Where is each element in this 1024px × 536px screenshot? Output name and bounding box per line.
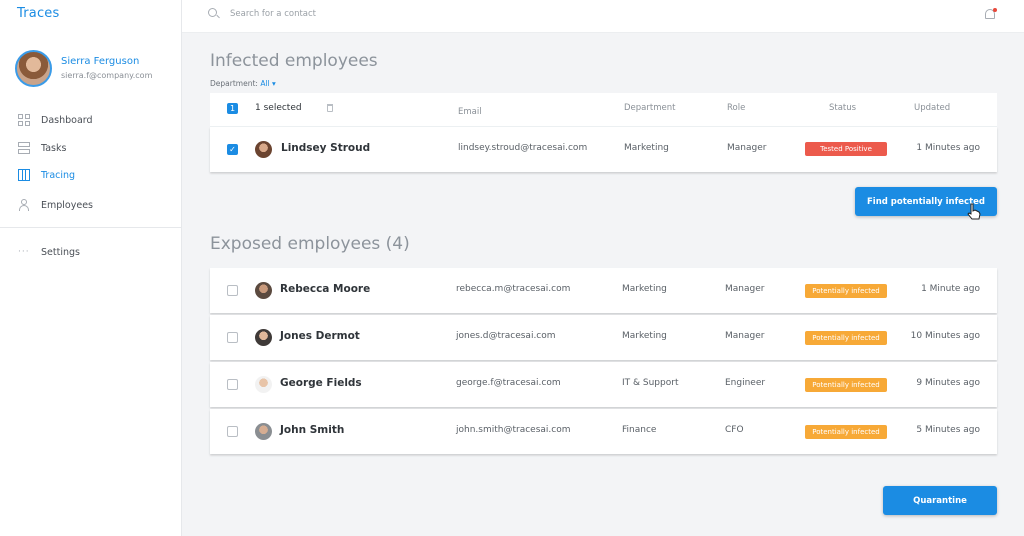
sidebar-item-employees[interactable]: Employees <box>18 196 93 214</box>
user-name: Sierra Ferguson <box>61 56 140 67</box>
employee-role: Engineer <box>725 378 766 388</box>
sidebar-item-label: Settings <box>41 246 80 258</box>
row-checkbox[interactable] <box>227 379 238 390</box>
employee-role: Manager <box>727 143 767 153</box>
sidebar-item-dashboard[interactable]: Dashboard <box>18 111 93 129</box>
infected-table-header: 1 1 selected Email Department Role Statu… <box>210 93 997 127</box>
sidebar-item-label: Tracing <box>41 169 76 181</box>
quarantine-button[interactable]: Quarantine <box>883 486 997 515</box>
department-filter-value[interactable]: All <box>260 79 270 88</box>
avatar <box>255 329 272 346</box>
status-badge: Tested Positive <box>805 142 887 156</box>
row-checkbox[interactable] <box>227 285 238 296</box>
user-email: sierra.f@company.com <box>61 71 153 80</box>
employee-name[interactable]: George Fields <box>280 377 362 389</box>
status-badge: Potentially infected <box>805 284 887 298</box>
exposed-section-title: Exposed employees (4) <box>210 234 410 254</box>
employee-email: john.smith@tracesai.com <box>456 425 571 435</box>
search-input[interactable] <box>230 7 530 21</box>
employee-role: Manager <box>725 331 765 341</box>
table-row[interactable]: ✓ Lindsey Stroud lindsey.stroud@tracesai… <box>210 127 997 172</box>
avatar <box>255 423 272 440</box>
status-badge: Potentially infected <box>805 378 887 392</box>
employees-icon <box>18 199 30 211</box>
search-icon <box>208 8 217 17</box>
updated-time: 10 Minutes ago <box>910 331 980 341</box>
status-badge: Potentially infected <box>805 425 887 439</box>
employee-email: jones.d@tracesai.com <box>456 331 556 341</box>
user-profile[interactable]: Sierra Ferguson sierra.f@company.com <box>15 50 180 90</box>
sidebar-item-label: Dashboard <box>41 114 93 126</box>
sidebar-item-label: Tasks <box>41 142 67 154</box>
selected-count: 1 selected <box>255 103 302 113</box>
row-checkbox[interactable]: ✓ <box>227 144 238 155</box>
table-row[interactable]: Jones Dermot jones.d@tracesai.com Market… <box>210 315 997 360</box>
trash-icon[interactable] <box>327 104 333 112</box>
sidebar-item-tracing[interactable]: Tracing <box>18 166 75 184</box>
table-row[interactable]: George Fields george.f@tracesai.com IT &… <box>210 362 997 407</box>
sidebar-item-label: Employees <box>41 199 93 211</box>
employee-name[interactable]: Rebecca Moore <box>280 283 371 295</box>
employee-department: Marketing <box>624 143 669 153</box>
updated-time: 5 Minutes ago <box>916 425 980 435</box>
notification-dot <box>993 8 997 12</box>
employee-role: Manager <box>725 284 765 294</box>
settings-icon: ··· <box>18 247 30 257</box>
app-brand[interactable]: Traces <box>17 6 60 21</box>
chevron-down-icon[interactable]: ▾ <box>272 79 276 88</box>
department-filter-label: Department: <box>210 79 258 88</box>
employee-department: Marketing <box>622 284 667 294</box>
employee-email: lindsey.stroud@tracesai.com <box>458 143 588 153</box>
tracing-icon <box>18 169 30 181</box>
user-avatar[interactable] <box>15 50 52 87</box>
employee-department: IT & Support <box>622 378 679 388</box>
sidebar-item-tasks[interactable]: Tasks <box>18 139 66 157</box>
select-all-checkbox[interactable]: 1 <box>227 103 238 114</box>
employee-name[interactable]: Jones Dermot <box>280 330 360 342</box>
employee-name[interactable]: John Smith <box>280 424 345 436</box>
updated-time: 1 Minutes ago <box>916 143 980 153</box>
avatar <box>255 141 272 158</box>
row-checkbox[interactable] <box>227 426 238 437</box>
employee-email: george.f@tracesai.com <box>456 378 561 388</box>
employee-department: Finance <box>622 425 657 435</box>
top-bar <box>182 0 1024 33</box>
sidebar-divider <box>0 227 182 228</box>
table-row[interactable]: Rebecca Moore rebecca.m@tracesai.com Mar… <box>210 268 997 313</box>
employee-department: Marketing <box>622 331 667 341</box>
notification-bell-icon[interactable] <box>984 8 997 21</box>
updated-time: 9 Minutes ago <box>916 378 980 388</box>
table-row[interactable]: John Smith john.smith@tracesai.com Finan… <box>210 409 997 454</box>
hand-cursor-icon <box>967 203 981 220</box>
status-badge: Potentially infected <box>805 331 887 345</box>
employee-role: CFO <box>725 425 744 435</box>
avatar <box>255 376 272 393</box>
row-checkbox[interactable] <box>227 332 238 343</box>
department-filter[interactable]: Department: All ▾ <box>210 79 276 88</box>
infected-section-title: Infected employees <box>210 51 378 71</box>
column-header-role[interactable]: Role <box>727 103 746 113</box>
sidebar: Traces Sierra Ferguson sierra.f@company.… <box>0 0 182 536</box>
column-header-email[interactable]: Email <box>458 107 482 117</box>
employee-email: rebecca.m@tracesai.com <box>456 284 571 294</box>
sidebar-item-settings[interactable]: ··· Settings <box>18 243 80 261</box>
updated-time: 1 Minute ago <box>921 284 980 294</box>
tasks-icon <box>18 142 30 154</box>
column-header-status[interactable]: Status <box>829 103 857 113</box>
dashboard-icon <box>18 114 30 126</box>
employee-name[interactable]: Lindsey Stroud <box>281 142 371 154</box>
column-header-department[interactable]: Department <box>624 103 676 113</box>
avatar <box>255 282 272 299</box>
column-header-updated[interactable]: Updated <box>914 103 951 113</box>
